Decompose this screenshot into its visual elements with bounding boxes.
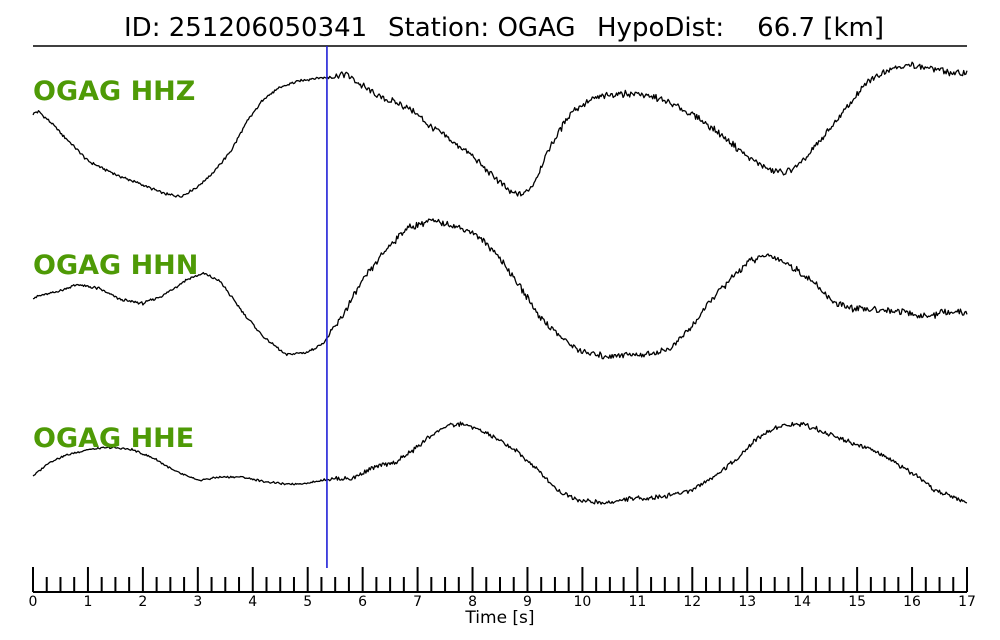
x-tick-label: 9 — [523, 594, 532, 610]
trace-ogag-hhn — [32, 218, 968, 360]
x-tick-label: 8 — [468, 594, 477, 610]
x-tick-label: 15 — [848, 594, 866, 610]
trace-ogag-hhz — [32, 61, 968, 198]
x-tick-label: 3 — [193, 594, 202, 610]
title-hypodist: HypoDist: 66.7 [km] — [597, 13, 884, 43]
title-id: ID: 251206050341 — [124, 13, 367, 43]
x-tick-label: 4 — [248, 594, 257, 610]
x-tick-label: 2 — [138, 594, 147, 610]
x-tick-label: 1 — [83, 594, 92, 610]
x-tick-label: 13 — [738, 594, 756, 610]
channel-label-hhn: OGAG HHN — [33, 250, 198, 281]
title-station: Station: OGAG — [388, 13, 576, 43]
time-axis: 0 1 2 3 4 5 6 7 8 9 10 11 12 13 14 15 16 17 — [29, 567, 976, 610]
x-tick-label: 14 — [793, 594, 811, 610]
x-tick-label: 5 — [303, 594, 312, 610]
trace-ogag-hhe — [32, 421, 968, 505]
x-tick-label: 10 — [573, 594, 591, 610]
channel-label-hhz: OGAG HHZ — [33, 76, 195, 107]
x-tick-label: 0 — [29, 594, 38, 610]
x-tick-label: 7 — [413, 594, 422, 610]
x-tick-label: 11 — [628, 594, 646, 610]
trace-group — [32, 61, 968, 505]
channel-label-hhe: OGAG HHE — [33, 423, 194, 454]
x-tick-label: 12 — [683, 594, 701, 610]
x-tick-label: 16 — [903, 594, 921, 610]
x-tick-label: 17 — [958, 594, 976, 610]
x-axis-title: Time [s] — [464, 608, 534, 628]
x-tick-label: 6 — [358, 594, 367, 610]
